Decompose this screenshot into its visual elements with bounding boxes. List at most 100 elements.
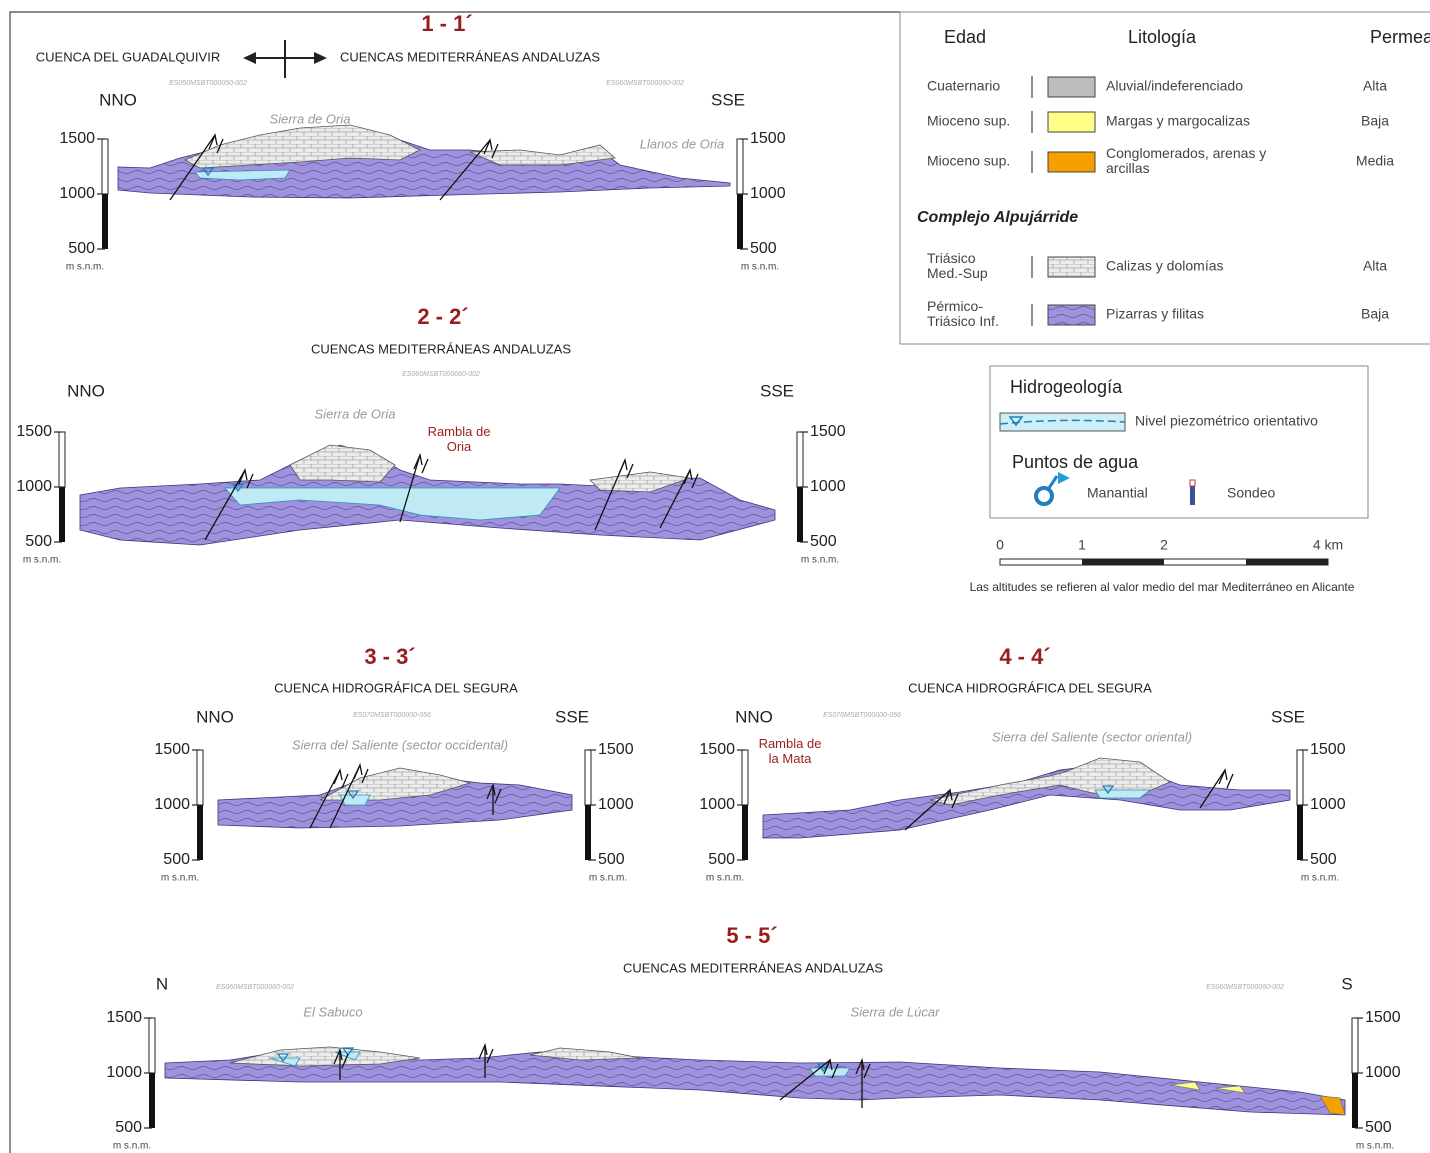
piezometric-symbol [1101, 785, 1115, 795]
direction-right: SSE [555, 707, 589, 726]
elevation-label: 1500 [154, 741, 190, 758]
legend-header: Litología [1128, 27, 1197, 47]
fault-arrow [238, 467, 254, 489]
limestone-cap [229, 1046, 421, 1067]
elevation-label: 1000 [154, 796, 190, 813]
direction-right: SSE [760, 381, 794, 400]
elevation-label: 1500 [810, 423, 846, 440]
direction-left: N [156, 974, 168, 993]
annotation: Rambla de [428, 424, 491, 439]
axis-bar-upper [741, 749, 749, 806]
hydro-borehole: Sondeo [1227, 485, 1275, 501]
elevation-label: 1000 [16, 478, 52, 495]
fault-arrow [333, 767, 349, 789]
elevation-label: 1000 [810, 478, 846, 495]
water-body-code: ES060MSBT000060-002 [606, 80, 684, 87]
elevation-label: 1500 [59, 130, 95, 147]
legend-age: Mioceno sup. [927, 113, 1010, 129]
place-name: Sierra del Saliente (sector oriental) [992, 729, 1192, 744]
legend-permeability: Media [1356, 153, 1394, 169]
hydro-level: Nivel piezométrico orientativo [1135, 413, 1318, 429]
axis-bar-upper [101, 138, 109, 195]
direction-left: NNO [196, 707, 234, 726]
elevation-label: 1000 [59, 185, 95, 202]
elevation-label: 1000 [699, 796, 735, 813]
axis-bar-upper [796, 431, 804, 488]
scale-label: 0 [996, 537, 1004, 553]
axis-bar-lower [197, 805, 203, 860]
place-name: El Sabuco [303, 1004, 362, 1019]
direction-left: NNO [735, 707, 773, 726]
axis-bar-lower [59, 487, 65, 542]
legend-lithology: Calizas y dolomías [1106, 258, 1224, 274]
elevation-label: 500 [1310, 851, 1337, 868]
elevation-label: 500 [598, 851, 625, 868]
legend-permeability: Baja [1361, 113, 1389, 129]
basin-name: CUENCA HIDROGRÁFICA DEL SEGURA [908, 680, 1152, 695]
elevation-label: 1500 [16, 423, 52, 440]
section-title: 4 - 4´ [999, 644, 1050, 669]
axis-bar-lower [737, 194, 743, 249]
basin-name: CUENCAS MEDITERRÁNEAS ANDALUZAS [311, 341, 571, 356]
limestone-cap [184, 124, 421, 169]
elevation-unit: m s.n.m. [706, 873, 744, 884]
elevation-label: 1000 [1365, 1064, 1401, 1081]
elevation-axis [736, 138, 748, 250]
elevation-label: 500 [163, 851, 190, 868]
legend-permeability: Alta [1363, 78, 1387, 94]
axis-bar-upper [196, 749, 204, 806]
aquifer-water [194, 169, 291, 181]
axis-bar-lower [102, 194, 108, 249]
scale-label: 1 [1078, 537, 1086, 553]
elevation-unit: m s.n.m. [1301, 873, 1339, 884]
legend-age: Mioceno sup. [927, 153, 1010, 169]
fault-arrow [478, 1042, 494, 1064]
elevation-axis [584, 749, 596, 861]
limestone-cap [289, 444, 396, 483]
limestone-cap [529, 1047, 641, 1061]
basin-divide-arrow [243, 40, 327, 78]
elevation-unit: m s.n.m. [1356, 1141, 1394, 1152]
elevation-label: 500 [115, 1119, 142, 1136]
legend-age: Triásico Inf. [927, 313, 999, 329]
legend-box [899, 11, 1430, 345]
legend-lithology: arcillas [1106, 160, 1150, 176]
legend-lithology: Margas y margocalizas [1106, 113, 1250, 129]
annotation: Rambla de [759, 736, 822, 751]
fault-arrow [618, 457, 634, 479]
water-body-code: ES070MSBT000000-056 [353, 712, 431, 719]
legend-age: Triásico [927, 250, 976, 266]
fault-arrow [823, 1057, 839, 1079]
axis-bar-lower [585, 805, 591, 860]
section-title: 2 - 2´ [417, 304, 468, 329]
basin-name: CUENCAS MEDITERRÁNEAS ANDALUZAS [623, 960, 883, 975]
aquifer-water [224, 487, 561, 521]
elevation-unit: m s.n.m. [66, 262, 104, 273]
elevation-label: 1000 [106, 1064, 142, 1081]
slate-body [762, 764, 1291, 839]
elevation-axis [737, 749, 749, 861]
axis-bar-lower [742, 805, 748, 860]
elevation-unit: m s.n.m. [801, 555, 839, 566]
elevation-label: 1500 [106, 1009, 142, 1026]
fault-arrow [483, 137, 499, 159]
place-name: Sierra del Saliente (sector occidental) [292, 737, 508, 752]
fault-arrow [943, 787, 959, 809]
elevation-label: 500 [25, 533, 52, 550]
direction-left: NNO [99, 90, 137, 109]
legend-swatch [1047, 76, 1096, 98]
elevation-label: 1000 [598, 796, 634, 813]
elevation-label: 500 [708, 851, 735, 868]
place-name: Sierra de Oria [270, 111, 351, 126]
marl [1214, 1085, 1246, 1094]
hydro-spring: Manantial [1087, 485, 1148, 501]
fault [169, 134, 216, 201]
scale-label: 2 [1160, 537, 1168, 553]
legend-age: Cuaternario [927, 78, 1000, 94]
fault [659, 469, 691, 529]
water-body-code: ES060MSBT000060-002 [1206, 984, 1284, 991]
legend-swatch [1047, 256, 1096, 278]
elevation-axis [54, 431, 66, 543]
section-title: 5 - 5´ [726, 923, 777, 948]
elevation-label: 500 [1365, 1119, 1392, 1136]
